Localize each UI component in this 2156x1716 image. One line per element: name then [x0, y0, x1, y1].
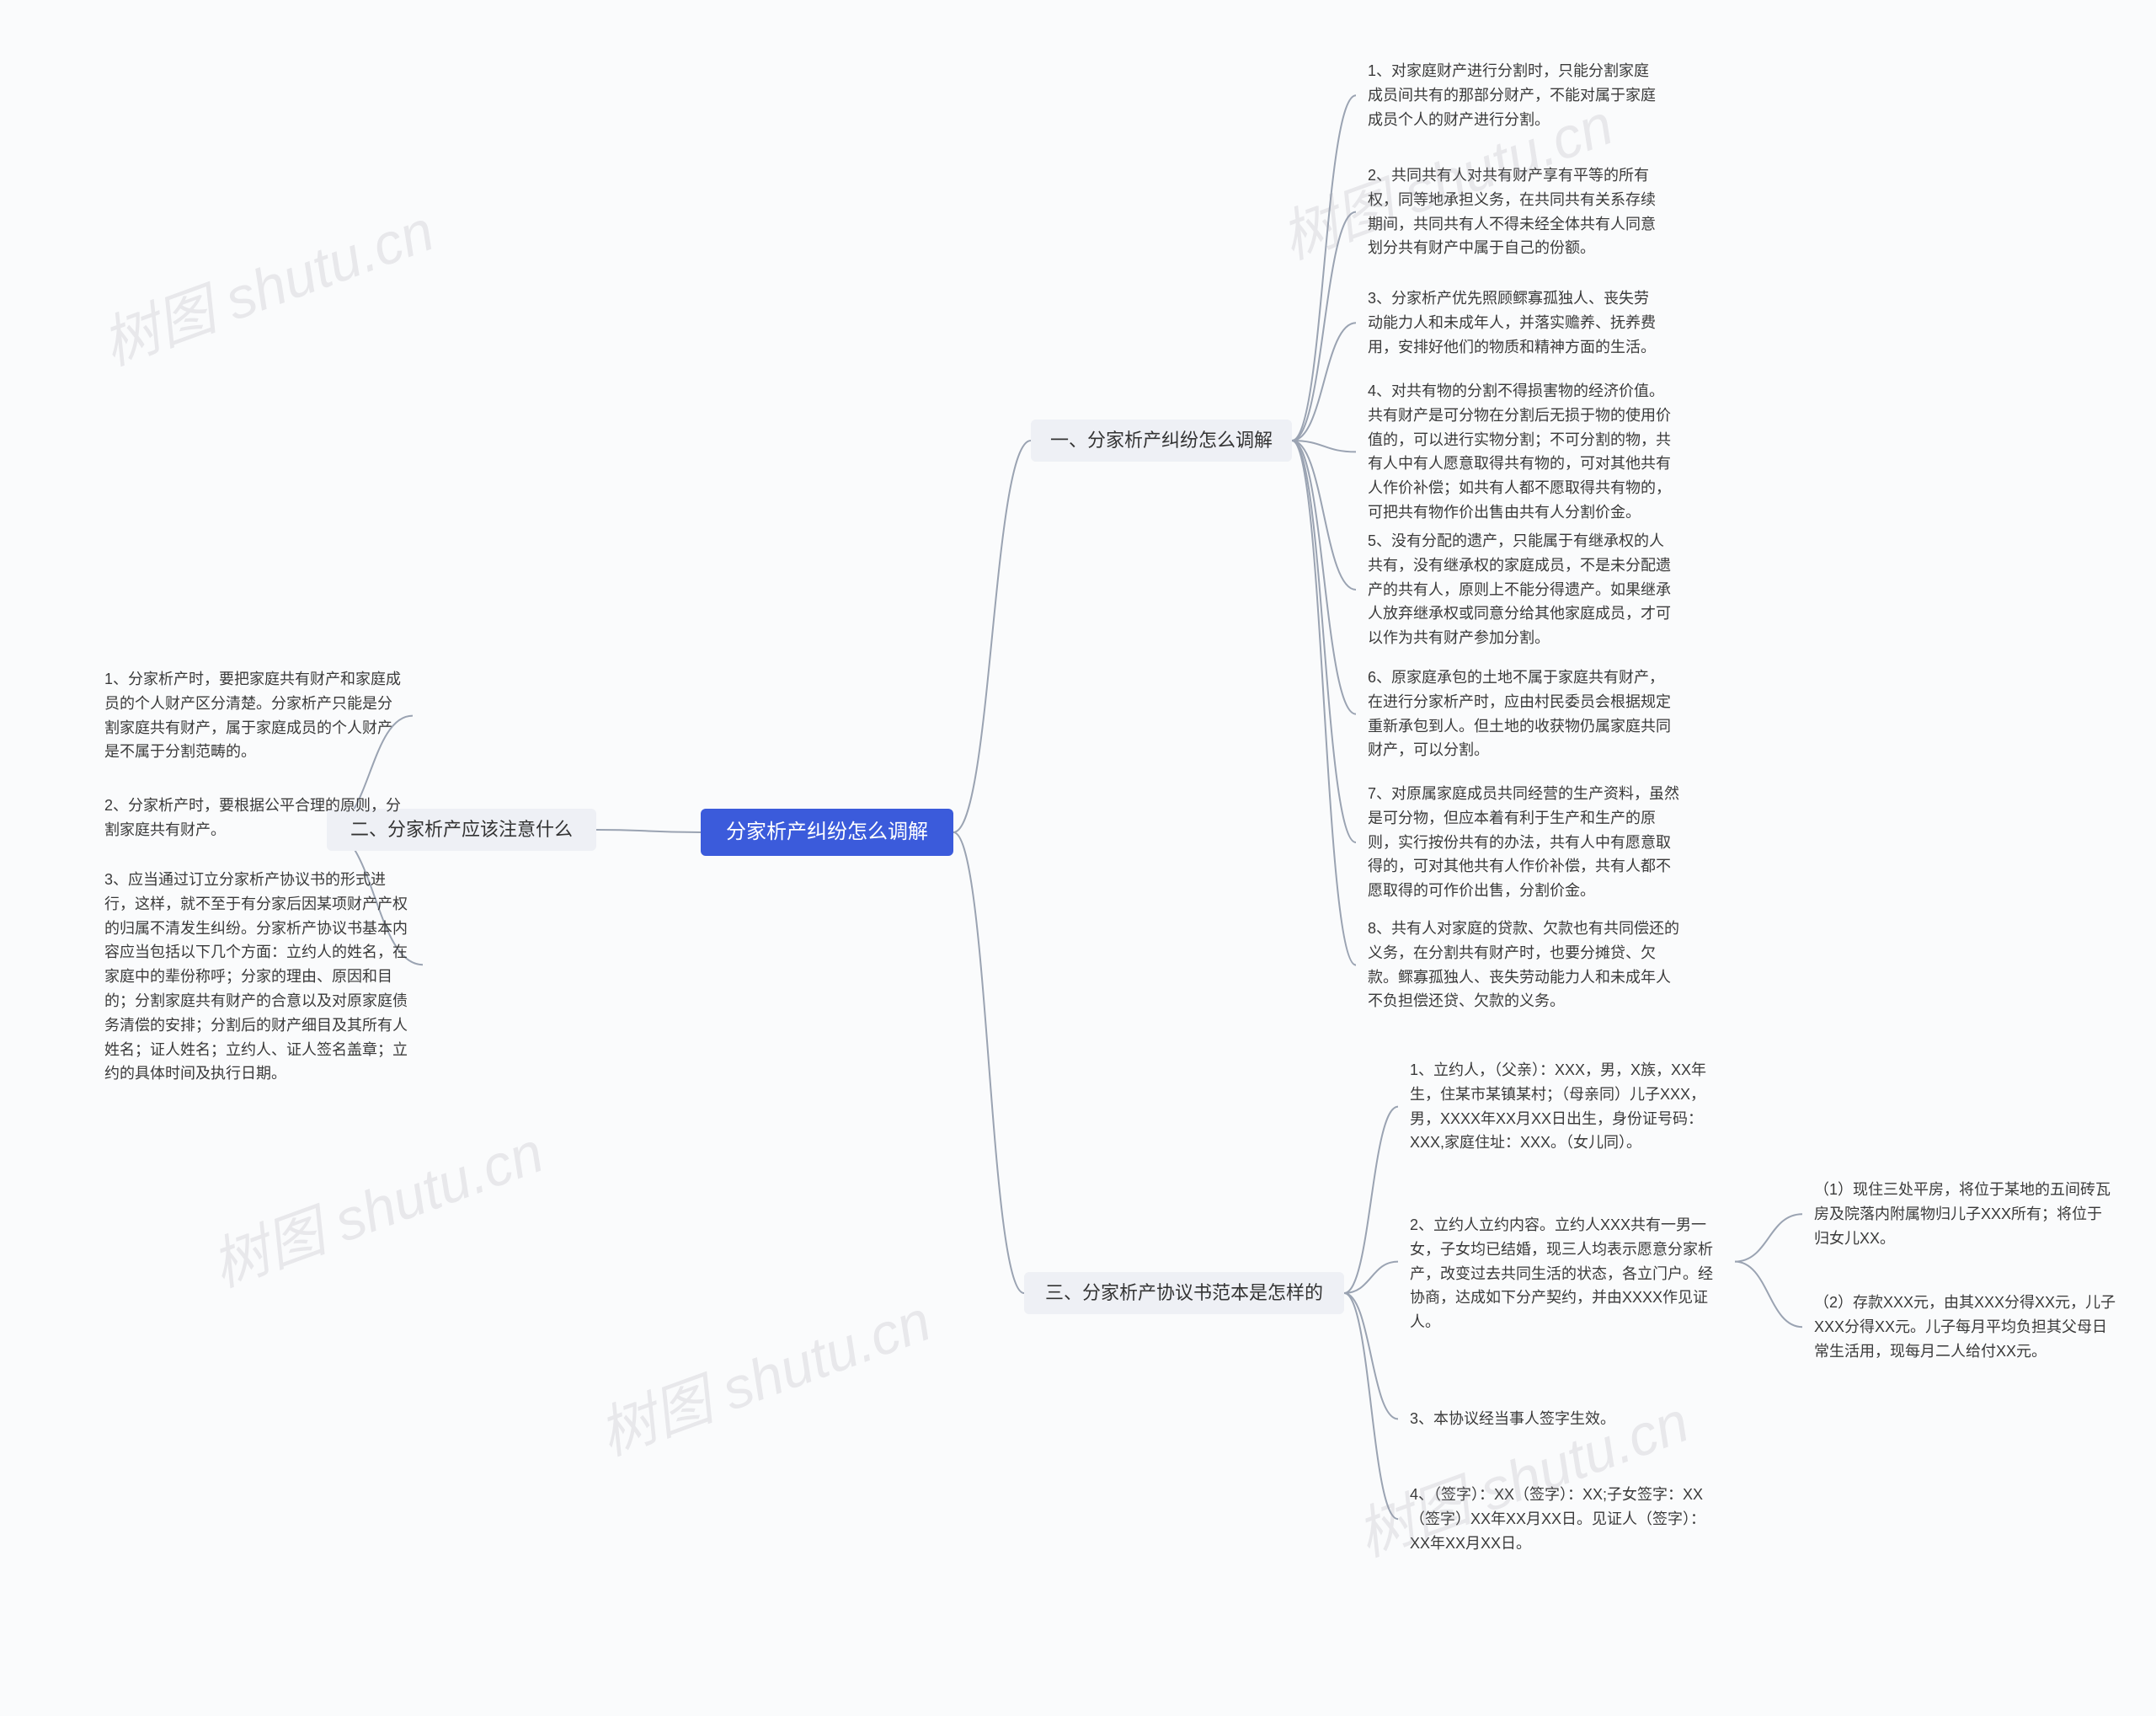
watermark: 树图 shutu.cn — [88, 184, 443, 382]
leaf-node: 4、（签字）：XX（签字）：XX;子女签字：XX（签字）XX年XX月XX日。见证… — [1398, 1474, 1725, 1564]
leaf-node: 2、立约人立约内容。立约人XXX共有一男一女，子女均已结婚，现三人均表示愿意分家… — [1398, 1205, 1735, 1343]
leaf-node: 5、没有分配的遗产，只能属于有继承权的人共有，没有继承权的家庭成员，不是未分配遗… — [1356, 521, 1689, 659]
leaf-node: 1、分家析产时，要把家庭共有财产和家庭成员的个人财产区分清楚。分家析产只能是分割… — [93, 659, 413, 772]
root-node: 分家析产纠纷怎么调解 — [701, 809, 953, 856]
leaf-node: 3、应当通过订立分家析产协议书的形式进行，这样，就不至于有分家后因某项财产产权的… — [93, 859, 423, 1094]
leaf-node: 1、对家庭财产进行分割时，只能分割家庭成员间共有的那部分财产，不能对属于家庭成员… — [1356, 51, 1668, 140]
leaf-node: 3、本协议经当事人签字生效。 — [1398, 1398, 1668, 1440]
branch-node: 三、分家析产协议书范本是怎样的 — [1024, 1272, 1344, 1314]
root-text: 分家析产纠纷怎么调解 — [726, 816, 928, 848]
leaf-node: 4、对共有物的分割不得损害物的经济价值。共有财产是可分物在分割后无损于物的使用价… — [1356, 371, 1689, 533]
leaf-node: 6、原家庭承包的土地不属于家庭共有财产，在进行分家析产时，应由村民委员会根据规定… — [1356, 657, 1686, 771]
leaf-node: 2、分家析产时，要根据公平合理的原则，分割家庭共有财产。 — [93, 785, 413, 851]
leaf-node: （2）存款XXX元，由其XXX分得XX元，儿子XXX分得XX元。儿子每月平均负担… — [1802, 1282, 2129, 1371]
leaf-node: 8、共有人对家庭的贷款、欠款也有共同偿还的义务，在分割共有财产时，也要分摊贷、欠… — [1356, 908, 1691, 1022]
branch-node: 一、分家析产纠纷怎么调解 — [1031, 420, 1292, 462]
leaf-node: 3、分家析产优先照顾鳏寡孤独人、丧失劳动能力人和未成年人，并落实赡养、抚养费用，… — [1356, 278, 1674, 367]
leaf-node: 1、立约人，（父亲）：XXX，男，X族，XX年生，住某市某镇某村；（母亲同）儿子… — [1398, 1050, 1723, 1163]
connector-layer — [0, 0, 2156, 1716]
watermark: 树图 shutu.cn — [198, 1106, 552, 1303]
leaf-node: 7、对原属家庭成员共同经营的生产资料，虽然是可分物，但应本着有利于生产和生产的原… — [1356, 773, 1691, 911]
watermark: 树图 shutu.cn — [585, 1275, 940, 1472]
leaf-node: （1）现住三处平房，将位于某地的五间砖瓦房及院落内附属物归儿子XXX所有；将位于… — [1802, 1169, 2122, 1259]
leaf-node: 2、共同共有人对共有财产享有平等的所有权，同等地承担义务，在共同共有关系存续期间… — [1356, 155, 1679, 269]
